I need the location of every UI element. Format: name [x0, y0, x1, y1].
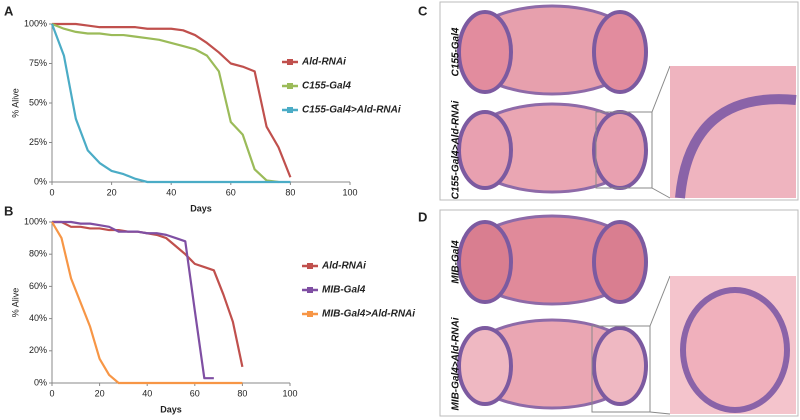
zoom-image	[670, 66, 796, 198]
x-tick-label: 20	[95, 388, 105, 398]
y-tick-label: 0%	[34, 176, 47, 186]
survival-curve	[52, 220, 244, 368]
optic-lobe	[457, 110, 513, 190]
survival-curve	[52, 22, 292, 178]
x-axis-label: Days	[190, 203, 212, 213]
optic-lobe	[457, 220, 513, 304]
optic-lobe	[592, 10, 648, 94]
x-tick-label: 40	[142, 388, 152, 398]
y-axis-label: % Alive	[10, 288, 20, 318]
optic-lobe	[592, 110, 648, 190]
y-tick-label: 20%	[29, 345, 47, 355]
x-tick-label: 100	[342, 187, 357, 197]
y-tick-label: 100%	[24, 18, 47, 28]
y-tick-label: 0%	[34, 377, 47, 387]
legend-marker	[307, 287, 313, 293]
y-tick-label: 75%	[29, 58, 47, 68]
zoom-box	[595, 111, 653, 189]
zoom-lobe	[680, 287, 790, 413]
histology-image: C155-Gal4 C155-Gal4>Ald-RNAi	[439, 1, 799, 201]
x-tick-label: 100	[282, 388, 297, 398]
survival-curve	[50, 23, 291, 184]
survival-curve	[52, 220, 214, 380]
histology-image: MIB-Gal4 MIB-Gal4>Ald-RNAi	[439, 209, 799, 417]
legend-label: Ald-RNAi	[321, 261, 366, 272]
legend-marker	[287, 107, 293, 113]
y-tick-label: 25%	[29, 137, 47, 147]
panel-label: B	[4, 203, 13, 218]
panel-label: A	[4, 3, 14, 18]
x-tick-label: 80	[285, 187, 295, 197]
x-tick-label: 20	[107, 187, 117, 197]
x-tick-label: 80	[237, 388, 247, 398]
y-tick-label: 40%	[29, 313, 47, 323]
legend-label: C155-Gal4	[302, 81, 351, 92]
y-axis-label: % Alive	[10, 88, 20, 118]
image-label: MIB-Gal4>Ald-RNAi	[451, 317, 462, 410]
zoom-line	[651, 187, 671, 199]
zoom-line	[649, 275, 671, 327]
image-label: C155-Gal4>Ald-RNAi	[451, 100, 462, 199]
y-tick-label: 100%	[24, 216, 47, 226]
optic-lobe	[457, 10, 513, 94]
legend-marker	[287, 83, 293, 89]
zoom-cortex	[675, 94, 797, 199]
y-tick-label: 80%	[29, 249, 47, 259]
optic-lobe	[457, 326, 513, 406]
y-tick-label: 50%	[29, 97, 47, 107]
legend-marker	[307, 311, 313, 317]
legend-label: Ald-RNAi	[301, 57, 346, 68]
zoom-line	[651, 65, 671, 113]
x-tick-label: 60	[226, 187, 236, 197]
image-label: C155-Gal4	[451, 27, 462, 76]
legend-label: C155-Gal4>Ald-RNAi	[302, 105, 401, 116]
survival-curve	[51, 22, 279, 184]
x-tick-label: 0	[49, 187, 54, 197]
x-tick-label: 40	[166, 187, 176, 197]
zoom-line	[649, 411, 671, 415]
legend-marker	[307, 263, 313, 269]
y-tick-label: 60%	[29, 281, 47, 291]
zoom-box	[591, 325, 651, 413]
x-axis-label: Days	[160, 404, 182, 414]
image-label: MIB-Gal4	[451, 240, 462, 284]
x-tick-label: 60	[190, 388, 200, 398]
panel-label: C	[418, 3, 428, 18]
legend-label: MIB-Gal4	[322, 285, 366, 296]
panel-label: D	[418, 209, 427, 224]
legend-marker	[287, 59, 293, 65]
legend-label: MIB-Gal4>Ald-RNAi	[322, 309, 415, 320]
optic-lobe	[592, 326, 648, 406]
optic-lobe	[592, 220, 648, 304]
x-tick-label: 0	[49, 388, 54, 398]
survival-curve	[51, 221, 243, 385]
